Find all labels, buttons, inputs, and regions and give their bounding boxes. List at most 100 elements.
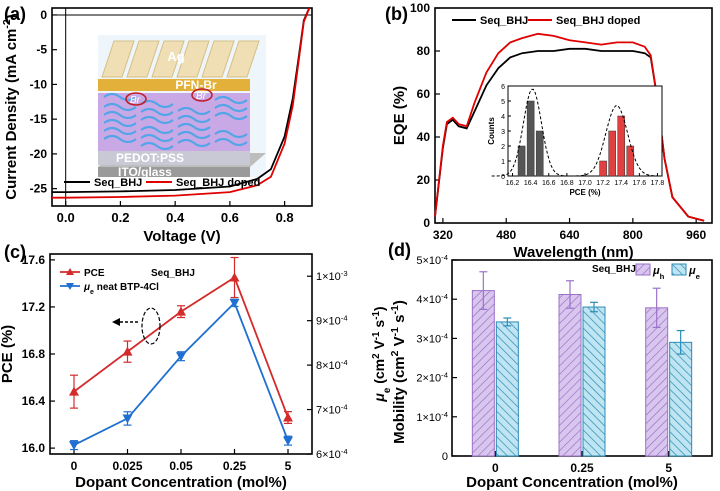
y-tick-label: 16.0 <box>22 441 46 455</box>
polymer-chain <box>214 95 248 105</box>
legend-label: Seq_BHJ <box>94 177 142 189</box>
y-axis-label: PCE (%) <box>0 325 16 383</box>
inset-x-tick-label: 17.0 <box>578 180 592 187</box>
x-tick-label: 5 <box>285 459 292 473</box>
y2-tick-label: 8×10-4 <box>316 358 348 373</box>
y-axis-label: Mobility (cm2 V-1 s-1) <box>389 300 408 444</box>
y-tick-label: 40 <box>417 130 431 144</box>
y-tick-label: 16.4 <box>22 394 46 408</box>
inset-bar <box>599 160 607 177</box>
inset-y-tick-label: 0 <box>501 174 505 181</box>
x-tick-label: 0.0 <box>57 210 75 225</box>
plot-frame <box>434 7 713 224</box>
ag-electrode <box>176 40 210 78</box>
panel-label: (a) <box>4 4 26 24</box>
data-marker <box>69 441 79 451</box>
x-tick-label: 0.25 <box>223 459 247 473</box>
legend-label: μe <box>688 265 701 281</box>
panel-c: 0 0.025 0.05 0.25 5 16.0 16.4 16.8 17.2 17.6 6×10-… <box>0 242 393 491</box>
label-ag: Ag <box>167 49 184 64</box>
ag-electrode <box>201 40 235 78</box>
bar <box>582 306 606 457</box>
inset-x-tick-label: 17.2 <box>596 180 610 187</box>
x-tick-label: 0.2 <box>111 210 129 225</box>
plot-frame <box>51 7 313 207</box>
polymer-chain <box>103 118 137 128</box>
x-tick-label: 960 <box>686 228 706 242</box>
inset-bar <box>517 145 526 177</box>
bar <box>471 290 495 457</box>
y-tick-label: 60 <box>417 87 431 101</box>
bar <box>669 341 693 457</box>
y-axis-label: EQE (%) <box>391 86 408 145</box>
y-tick-label: -10 <box>30 77 48 91</box>
x-tick-label: 0.05 <box>169 459 193 473</box>
legend-header: Seq_BHJ <box>151 268 195 279</box>
inset-y-tick-label: 3 <box>501 129 505 136</box>
data-marker <box>176 352 186 362</box>
x-tick-label: 0.8 <box>276 210 294 225</box>
panel-label: (b) <box>385 4 408 24</box>
polymer-chain <box>103 126 137 136</box>
x-tick-label: 0.025 <box>112 459 142 473</box>
x-tick-label: 800 <box>623 228 643 242</box>
legend-marker <box>66 268 74 275</box>
label-br-2: Br <box>196 91 207 102</box>
inset-x-tick-label: 17.4 <box>614 180 628 187</box>
ag-electrode <box>226 40 260 78</box>
ag-electrode <box>101 40 135 78</box>
inset-x-tick-label: 17.6 <box>633 180 647 187</box>
inset-fit-curve <box>491 88 574 177</box>
y-tick-label: -5 <box>36 43 47 57</box>
y2-tick-label: 6×10-4 <box>316 447 348 462</box>
br-marker-2 <box>191 88 213 102</box>
inset-y-tick-label: 1 <box>501 159 505 166</box>
ag-electrode <box>126 40 160 78</box>
x-axis-label: Dopant Concentration (mol%) <box>466 474 678 491</box>
x-tick-label: 320 <box>433 228 453 242</box>
bar <box>495 321 519 457</box>
inset-bar <box>535 130 544 177</box>
series-line-mobility <box>73 301 289 446</box>
pedot-layer <box>98 151 250 165</box>
pfn-layer <box>98 79 250 91</box>
x-tick-label: 0.6 <box>221 210 239 225</box>
series-line-pce <box>73 276 289 418</box>
polymer-chain <box>103 102 137 112</box>
y-tick-label: 80 <box>417 44 431 58</box>
inset-x-tick-label: 16.8 <box>560 180 574 187</box>
polymer-chain <box>103 134 137 144</box>
polymer-chain <box>140 125 174 135</box>
legend-label: Seq_BHJ <box>480 15 528 27</box>
data-marker <box>122 346 133 356</box>
x-axis-label: Voltage (V) <box>143 228 220 245</box>
glass-layer <box>98 167 250 177</box>
x-tick-label: 5 <box>665 461 672 475</box>
polymer-chain <box>214 111 248 121</box>
y2-axis-label: μe (cm2 V-1 s-1) <box>371 306 393 402</box>
x-tick-label: 0 <box>71 459 78 473</box>
polymer-chain <box>103 110 137 120</box>
polymer-chain <box>177 106 211 116</box>
legend-label: Seq_BHJ doped <box>556 15 640 27</box>
polymer-chain <box>177 114 211 124</box>
y-tick-label: 3×10-4 <box>416 331 448 346</box>
data-marker <box>69 386 79 396</box>
x-tick-label: 0 <box>492 461 499 475</box>
y-tick-label: 17.2 <box>22 300 46 314</box>
panel-label: (d) <box>388 240 411 260</box>
inset-x-tick-label: 16.6 <box>542 180 556 187</box>
panel-d: 0 0.25 5 0 1×10-4 2×10-4 3×10-4 4×10-4 5×10-4 Dop… <box>388 240 713 491</box>
y-tick-label: 0 <box>442 451 448 463</box>
y2-tick-label: 7×10-4 <box>316 402 348 417</box>
y-tick-label: 2×10-4 <box>416 370 448 385</box>
inset-x-label: PCE (%) <box>569 188 600 197</box>
panel-a: 0.0 0.2 0.4 0.6 0.8 0 -5 -10 -15 -20 -25 Voltage (V… <box>1 4 313 245</box>
inset-y-label: Counts <box>487 117 496 145</box>
polymer-chain <box>177 130 211 140</box>
y-tick-label: 0 <box>423 216 430 230</box>
y-tick-label: 4×10-4 <box>416 292 448 307</box>
label-br-1: Br <box>130 95 141 106</box>
